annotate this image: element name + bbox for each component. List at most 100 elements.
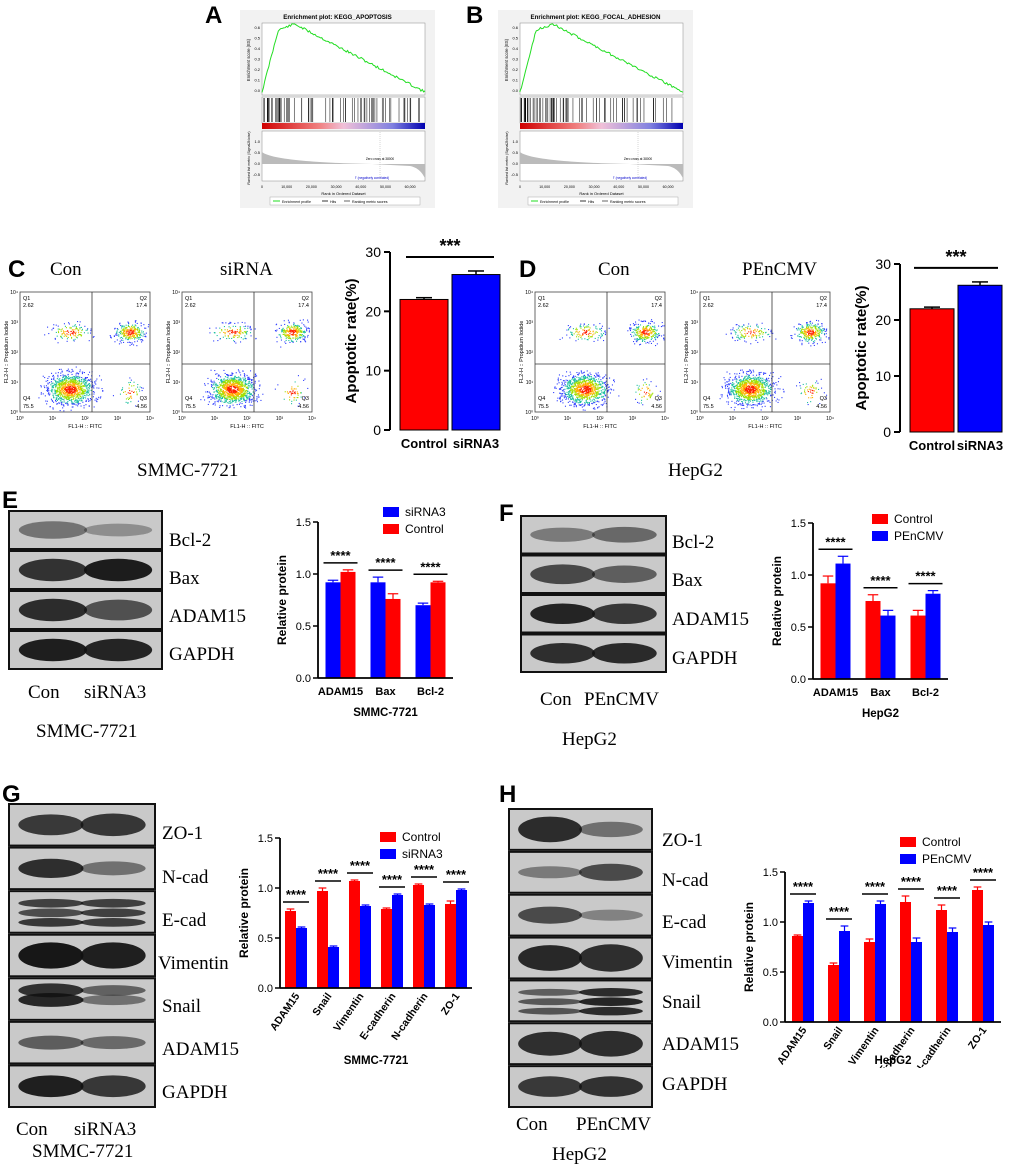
flow-dot (577, 379, 579, 381)
flow-dot (592, 394, 594, 396)
gsea-x-tick: 10,000 (281, 185, 292, 189)
flow-dot (74, 379, 76, 381)
flow-dot (119, 331, 121, 333)
flow-dot (52, 386, 54, 388)
flow-dot (611, 389, 613, 391)
flow-dot (599, 328, 601, 330)
flow-dot (569, 337, 571, 339)
flow-dot (760, 396, 762, 398)
flow-dot (236, 393, 238, 395)
flow-dot (554, 387, 556, 389)
flow-dot (576, 387, 578, 389)
flow-dot (588, 326, 590, 328)
flow-dot (230, 383, 232, 385)
flow-dot (52, 407, 54, 409)
flow-dot (741, 401, 743, 403)
flow-dot (80, 405, 82, 407)
flow-dot (753, 392, 755, 394)
flow-dot (732, 390, 734, 392)
flow-y-tick: 10² (173, 350, 181, 356)
flow-dot (743, 384, 745, 386)
flow-dot (67, 393, 69, 395)
flow-dot (44, 387, 46, 389)
flow-dot (573, 382, 575, 384)
flow-dot (236, 391, 238, 393)
flow-dot (226, 385, 228, 387)
flow-dot (764, 391, 766, 393)
flow-dot (302, 338, 304, 340)
flow-dot (294, 391, 296, 393)
flow-dot (237, 369, 239, 371)
flow-dot (138, 337, 140, 339)
flow-dot (221, 330, 223, 332)
flow-dot (216, 394, 218, 396)
gsea-es-tick: 0.3 (512, 57, 518, 62)
flow-dot (574, 389, 576, 391)
flow-dot (251, 384, 253, 386)
flow-dot (207, 377, 209, 379)
flow-dot (740, 392, 742, 394)
flow-yaxis-label: FL2-H :: Propidium Iodide (519, 321, 525, 384)
flow-dot (593, 392, 595, 394)
flow-dot (574, 392, 576, 394)
flow-dot (583, 378, 585, 380)
flow-dot (77, 397, 79, 399)
flow-dot (745, 375, 747, 377)
flow-dot (292, 334, 294, 336)
flow-dot (57, 403, 59, 405)
flow-dot (64, 392, 66, 394)
flow-dot (581, 372, 583, 374)
flow-dot (88, 383, 90, 385)
flow-dot (595, 327, 597, 329)
flow-dot (730, 407, 732, 409)
flow-dot (645, 320, 647, 322)
flow-dot (215, 390, 217, 392)
flow-dot (82, 397, 84, 399)
flow-dot (762, 393, 764, 395)
flow-dot (251, 395, 253, 397)
flow-dot (586, 398, 588, 400)
flow-dot (70, 394, 72, 396)
flow-dot (75, 390, 77, 392)
flow-dot (222, 385, 224, 387)
flow-dot (746, 392, 748, 394)
flow-dot (256, 399, 258, 401)
flow-dot (645, 333, 647, 335)
flow-dot (56, 403, 58, 405)
flow-dot (295, 325, 297, 327)
flow-dot (746, 384, 748, 386)
flow-dot (749, 369, 751, 371)
flow-dot (652, 331, 654, 333)
flow-dot (568, 384, 570, 386)
flow-dot (220, 395, 222, 397)
flow-dot (732, 382, 734, 384)
flow-dot (749, 378, 751, 380)
flow-dot (74, 389, 76, 391)
flow-dot (592, 395, 594, 397)
flow-dot (756, 383, 758, 385)
flow-dot (251, 380, 253, 382)
flow-dot (131, 397, 133, 399)
flow-dot (582, 385, 584, 387)
flow-dot (583, 384, 585, 386)
flow-dot (561, 390, 563, 392)
flow-dot (304, 331, 306, 333)
flow-dot (128, 387, 130, 389)
flow-dot (740, 380, 742, 382)
flow-dot (113, 335, 115, 337)
flow-dot (68, 384, 70, 386)
flow-dot (297, 385, 299, 387)
flow-y-tick: 10² (526, 350, 534, 356)
flow-dot (40, 386, 42, 388)
flow-dot (231, 332, 233, 334)
flow-dot (307, 319, 309, 321)
flow-dot (286, 327, 288, 329)
flow-dot (583, 382, 585, 384)
flow-dot (238, 388, 240, 390)
flow-dot (71, 332, 73, 334)
flow-dot (124, 328, 126, 330)
flow-dot (644, 339, 646, 341)
flow-dot (71, 390, 73, 392)
flow-dot (225, 379, 227, 381)
flow-dot (580, 396, 582, 398)
